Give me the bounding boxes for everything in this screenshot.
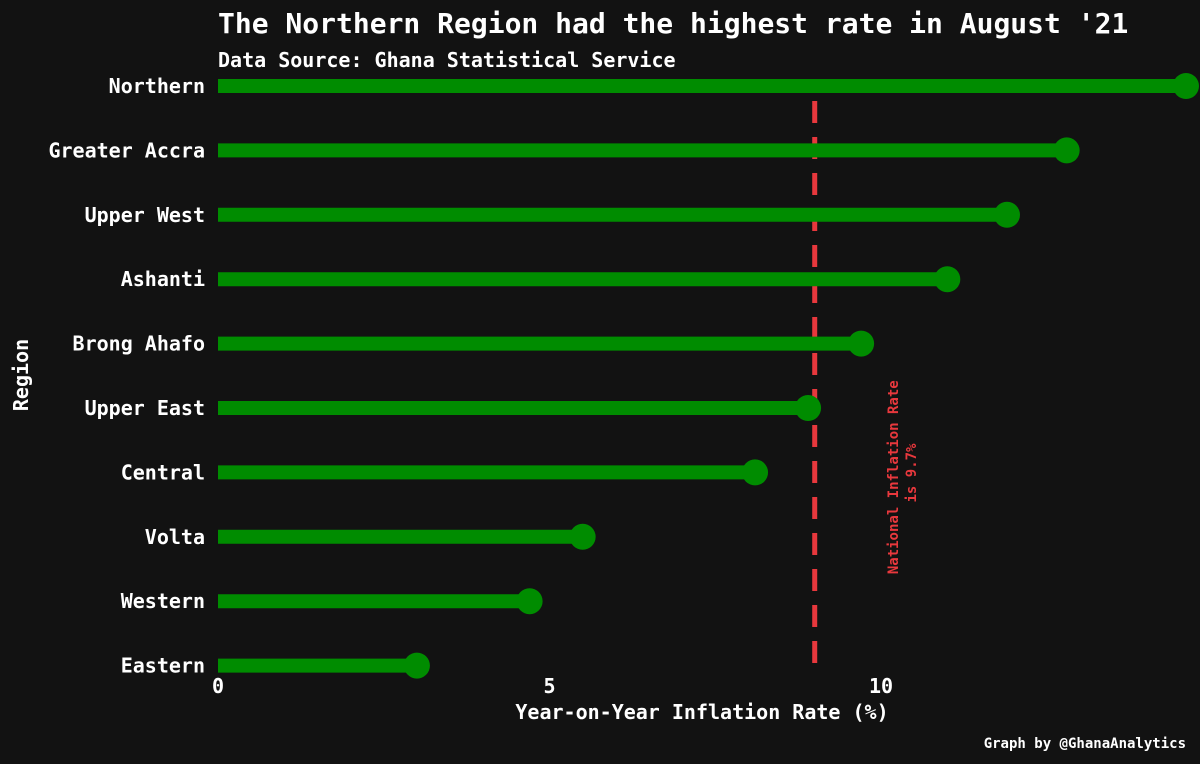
lollipop-head-western — [516, 588, 543, 615]
lollipop-head-upper-west — [993, 201, 1020, 228]
x-tick-label-5: 5 — [543, 674, 555, 698]
x-tick-labels: 0 5 10 — [212, 674, 893, 698]
y-tick-label-eastern: Eastern — [121, 654, 205, 678]
lollipop-head-brong-ahafo — [848, 330, 875, 357]
x-tick-label-10: 10 — [869, 674, 893, 698]
lollipop-head-greater-accra — [1053, 137, 1080, 164]
reference-annotation-line2: is 9.7% — [904, 443, 920, 503]
y-tick-label-northern: Northern — [109, 74, 205, 98]
y-tick-label-ashanti: Ashanti — [121, 267, 205, 291]
chart-title: The Northern Region had the highest rate… — [218, 7, 1128, 40]
y-tick-label-greater-accra: Greater Accra — [48, 138, 205, 162]
lollipop-head-ashanti — [934, 266, 961, 293]
lollipop-head-upper-east — [795, 395, 822, 421]
x-axis-title: Year-on-Year Inflation Rate (%) — [515, 700, 888, 724]
lollipop-series — [218, 73, 1199, 679]
y-tick-label-western: Western — [121, 589, 205, 613]
y-tick-label-volta: Volta — [145, 525, 205, 549]
lollipop-head-central — [742, 459, 769, 486]
y-tick-label-brong-ahafo: Brong Ahafo — [73, 332, 205, 356]
x-tick-label-0: 0 — [212, 674, 224, 698]
y-tick-label-upper-west: Upper West — [85, 203, 205, 227]
lollipop-head-volta — [569, 523, 596, 550]
chart-subtitle: Data Source: Ghana Statistical Service — [218, 48, 676, 72]
lollipop-head-eastern — [403, 652, 430, 679]
credit-text: Graph by @GhanaAnalytics — [984, 736, 1186, 752]
reference-annotation-line1: National Inflation Rate — [886, 380, 902, 574]
y-tick-labels: Northern Greater Accra Upper West Ashanti Br… — [48, 74, 205, 678]
lollipop-head-northern — [1173, 73, 1199, 99]
y-tick-label-central: Central — [121, 460, 205, 484]
reference-annotation: National Inflation Rate is 9.7% — [886, 372, 920, 574]
y-tick-label-upper-east: Upper East — [85, 396, 205, 420]
y-axis-title: Region — [9, 339, 33, 411]
